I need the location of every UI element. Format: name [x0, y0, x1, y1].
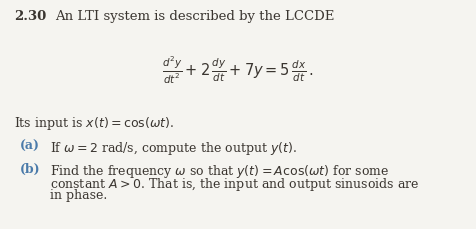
Text: (b): (b): [20, 162, 40, 175]
Text: constant $A > 0$. That is, the input and output sinusoids are: constant $A > 0$. That is, the input and…: [50, 175, 419, 192]
Text: Its input is $x(t) = \cos(\omega t)$.: Its input is $x(t) = \cos(\omega t)$.: [14, 114, 174, 131]
Text: (a): (a): [20, 139, 40, 152]
Text: $\frac{d^2y}{dt^2} + 2\,\frac{dy}{dt} + 7y = 5\,\frac{dx}{dt}\,.$: $\frac{d^2y}{dt^2} + 2\,\frac{dy}{dt} + …: [162, 55, 314, 86]
Text: Find the frequency $\omega$ so that $y(t) = A\cos(\omega t)$ for some: Find the frequency $\omega$ so that $y(t…: [50, 162, 389, 179]
Text: If $\omega = 2$ rad/s, compute the output $y(t)$.: If $\omega = 2$ rad/s, compute the outpu…: [50, 139, 297, 156]
Text: An LTI system is described by the LCCDE: An LTI system is described by the LCCDE: [55, 10, 334, 23]
Text: in phase.: in phase.: [50, 188, 107, 201]
Text: 2.30: 2.30: [14, 10, 46, 23]
